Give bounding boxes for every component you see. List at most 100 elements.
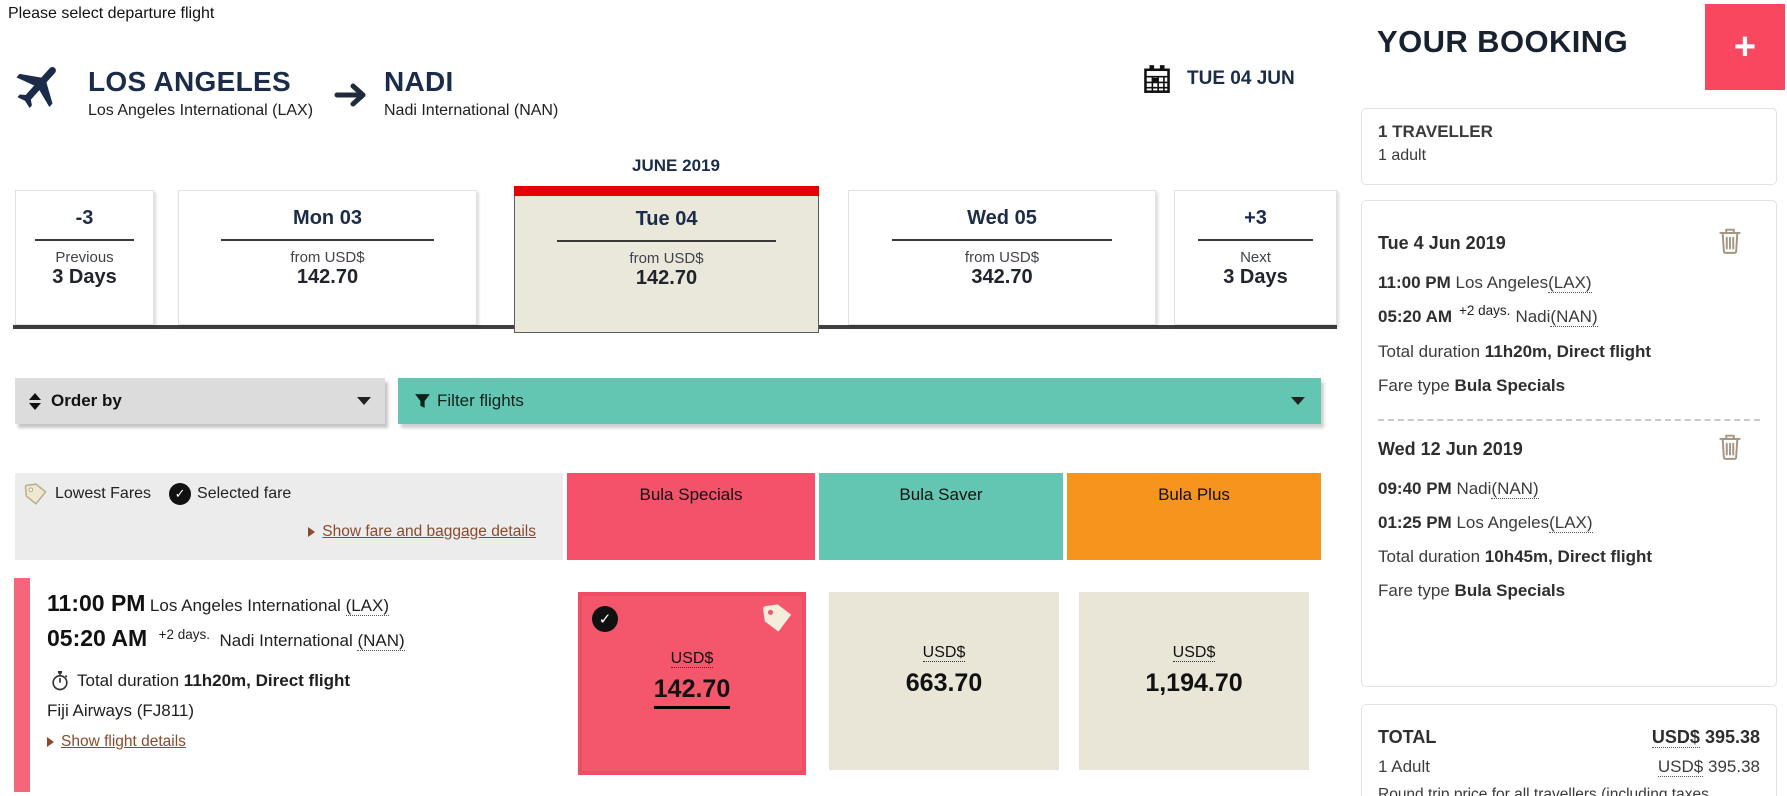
tab-line2: 142.70 [635, 267, 698, 289]
month-label: JUNE 2019 [632, 156, 720, 175]
sort-icon [29, 392, 41, 410]
filter-flights-dropdown[interactable]: Filter flights [398, 378, 1321, 424]
fare-amount: 1,194.70 [1145, 669, 1243, 697]
adult-count-label: 1 Adult [1378, 757, 1430, 776]
booking-panel-title: YOUR BOOKING [1377, 24, 1629, 59]
arrival-day-offset: +2 days. [158, 627, 211, 642]
booking-segment-return: Wed 12 Jun 2019 09:40 PM Nadi(NAN) 01:25… [1378, 434, 1760, 608]
traveller-detail: 1 adult [1378, 147, 1427, 164]
fare-cell-bula-saver[interactable]: USD$ 663.70 [829, 592, 1059, 770]
add-booking-button[interactable]: + [1705, 4, 1785, 90]
tab-label: Wed 05 [967, 207, 1037, 229]
caret-down-icon [1291, 397, 1305, 405]
departure-date-label: TUE 04 JUN [1187, 68, 1295, 89]
departure-time: 11:00 PM [47, 590, 146, 616]
tab-tue-04-selected[interactable]: Tue 04 from USD$ 142.70 [514, 186, 819, 333]
tab-rule [1197, 239, 1314, 241]
tab-line2: 142.70 [296, 266, 359, 288]
funnel-icon [414, 393, 431, 410]
fare-column-bula-specials: Bula Specials [567, 473, 815, 560]
trash-icon[interactable] [1718, 433, 1742, 461]
tab-mon-03[interactable]: Mon 03 from USD$ 142.70 [178, 190, 477, 325]
triangle-right-icon [47, 737, 54, 747]
tab-line2: 3 Days [1223, 266, 1288, 288]
flight-departure-line: 11:00 PM Los Angeles International (LAX) [47, 590, 390, 617]
segment-fare-type: Fare type Bula Specials [1378, 581, 1566, 600]
tab-line1: from USD$ [964, 249, 1040, 266]
tab-line1: Next [1240, 249, 1271, 266]
departure-date-control[interactable]: TUE 04 JUN [1143, 64, 1295, 94]
order-by-dropdown[interactable]: Order by [15, 378, 385, 424]
tab-previous-3-days[interactable]: -3 Previous 3 Days [15, 190, 154, 325]
fare-column-bula-saver: Bula Saver [819, 473, 1063, 560]
tab-label: Tue 04 [635, 208, 698, 230]
flight-row-accent-stripe [14, 578, 30, 792]
segment-fare-type: Fare type Bula Specials [1378, 376, 1566, 395]
caret-down-icon [357, 397, 371, 405]
duration-value: 11h20m, Direct flight [183, 671, 351, 690]
segment-duration: Total duration 11h20m, Direct flight [1378, 342, 1652, 361]
departure-airport-code: (LAX) [345, 596, 390, 616]
tab-line1: from USD$ [629, 250, 704, 267]
tab-label: +3 [1244, 207, 1267, 229]
fare-amount: 663.70 [905, 669, 983, 697]
arrival-airport: Nadi International [219, 631, 358, 650]
show-fare-baggage-details-link[interactable]: Show fare and baggage details [308, 523, 536, 541]
tab-line2: 3 Days [52, 266, 117, 288]
tab-next-3-days[interactable]: +3 Next 3 Days [1174, 190, 1337, 325]
total-amount: USD$ 395.38 [1651, 727, 1760, 748]
booking-total-card: TOTAL USD$ 395.38 1 Adult USD$ 395.38 Ro… [1361, 704, 1777, 796]
lowest-fares-label: Lowest Fares [55, 485, 152, 502]
show-flight-details-link[interactable]: Show flight details [47, 733, 186, 751]
page-title: Please select departure flight [8, 5, 215, 22]
fare-currency: USD$ [670, 650, 714, 668]
booking-segment-outbound: Tue 4 Jun 2019 11:00 PM Los Angeles(LAX)… [1378, 201, 1760, 403]
tag-icon [760, 600, 796, 636]
segment-departure: 11:00 PM Los Angeles(LAX) [1378, 273, 1592, 293]
arrival-time: 05:20 AM [47, 625, 148, 651]
trash-icon[interactable] [1718, 227, 1742, 255]
tab-line2: 342.70 [971, 266, 1033, 288]
total-label: TOTAL [1378, 727, 1437, 747]
segment-divider [1378, 419, 1760, 421]
origin-airport: Los Angeles International (LAX) [88, 102, 314, 119]
tab-line1: from USD$ [290, 249, 365, 266]
filter-flights-label: Filter flights [437, 391, 524, 410]
stopwatch-icon [50, 670, 70, 692]
tab-wed-05[interactable]: Wed 05 from USD$ 342.70 [848, 190, 1156, 325]
traveller-count: 1 TRAVELLER [1378, 122, 1493, 141]
destination-airport: Nadi International (NAN) [384, 102, 559, 119]
total-note: Round trip price for all travellers (inc… [1378, 786, 1709, 796]
booking-segments-card: Tue 4 Jun 2019 11:00 PM Los Angeles(LAX)… [1361, 200, 1777, 687]
tab-line1: Previous [55, 249, 114, 266]
segment-date: Wed 12 Jun 2019 [1378, 439, 1523, 459]
arrow-right-icon [334, 82, 368, 108]
plane-icon [0, 46, 79, 125]
calendar-icon [1143, 64, 1171, 94]
tab-rule [220, 239, 435, 241]
fare-currency: USD$ [1172, 644, 1216, 662]
duration-prefix: Total duration [77, 671, 184, 690]
check-circle-icon: ✓ [592, 606, 618, 632]
selected-fare-label: Selected fare [197, 485, 292, 502]
triangle-right-icon [308, 527, 316, 537]
departure-airport: Los Angeles International [149, 596, 346, 615]
tag-icon [23, 481, 49, 507]
check-circle-icon: ✓ [169, 483, 192, 505]
airline-flight-number: Fiji Airways (FJ811) [47, 701, 195, 720]
tab-label: -3 [75, 207, 94, 229]
fare-cell-bula-specials-selected[interactable]: ✓ USD$ 142.70 [578, 592, 806, 775]
fare-currency: USD$ [922, 644, 966, 662]
segment-duration: Total duration 10h45m, Direct flight [1378, 547, 1653, 566]
tab-rule [891, 239, 1113, 241]
adult-amount: USD$ 395.38 [1657, 757, 1760, 777]
segment-departure: 09:40 PM Nadi(NAN) [1378, 479, 1539, 499]
fare-column-bula-plus: Bula Plus [1067, 473, 1321, 560]
fare-legend: Lowest Fares ✓ Selected fare Show fare a… [15, 473, 563, 560]
fare-cell-bula-plus[interactable]: USD$ 1,194.70 [1079, 592, 1309, 770]
order-by-label: Order by [51, 391, 122, 410]
destination-city: NADI [384, 66, 454, 97]
flight-arrival-line: 05:20 AM +2 days. Nadi International (NA… [47, 625, 405, 652]
tab-rule [35, 239, 134, 241]
